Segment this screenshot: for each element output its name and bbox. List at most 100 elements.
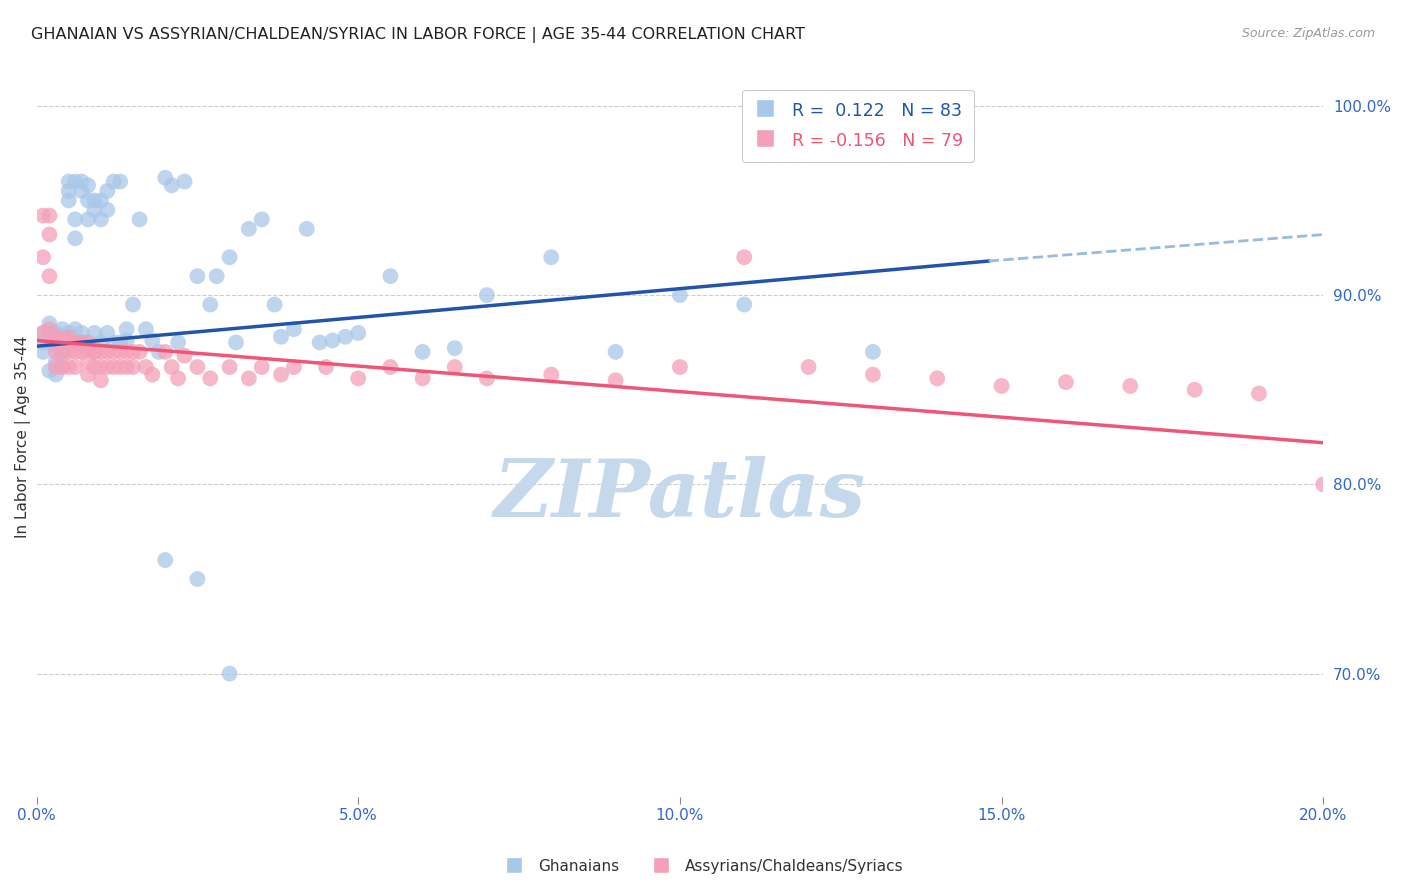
Point [335,330,357,344]
Point [128,212,150,227]
Point [238,222,260,236]
Point [540,250,562,264]
Point [669,359,692,374]
Point [45,339,67,353]
Point [90,344,112,359]
Point [167,371,190,385]
Point [1247,386,1270,401]
Point [70,175,93,189]
Point [283,322,305,336]
Point [32,335,55,350]
Point [173,175,195,189]
Point [122,297,145,311]
Point [58,344,80,359]
Point [295,222,318,236]
Point [475,288,498,302]
Point [103,359,125,374]
Point [45,354,67,368]
Point [862,344,884,359]
Point [77,354,100,368]
Point [218,666,240,681]
Point [45,359,67,374]
Point [63,231,86,245]
Point [225,335,247,350]
Point [200,371,222,385]
Point [167,335,190,350]
Point [38,335,60,350]
Point [380,359,402,374]
Point [135,322,157,336]
Point [115,359,138,374]
Point [90,194,112,208]
Point [90,212,112,227]
Point [63,359,86,374]
Point [108,175,131,189]
Point [443,341,465,355]
Point [308,335,330,350]
Point [77,212,100,227]
Point [77,194,100,208]
Point [122,359,145,374]
Point [51,334,73,348]
Point [173,349,195,363]
Point [218,250,240,264]
Point [58,184,80,198]
Point [90,335,112,350]
Point [733,250,755,264]
Point [45,326,67,340]
Point [63,322,86,336]
Point [32,344,55,359]
Point [51,344,73,359]
Point [63,335,86,350]
Point [115,322,138,336]
Point [108,335,131,350]
Point [83,194,105,208]
Point [238,371,260,385]
Legend: R =  0.122   N = 83, R = -0.156   N = 79: R = 0.122 N = 83, R = -0.156 N = 79 [742,90,973,161]
Point [58,335,80,350]
Point [63,212,86,227]
Point [103,344,125,359]
Point [155,553,177,567]
Point [58,194,80,208]
Point [45,344,67,359]
Point [90,359,112,374]
Point [270,368,292,382]
Point [1184,383,1206,397]
Point [733,297,755,311]
Point [32,326,55,340]
Point [70,335,93,350]
Point [1054,375,1077,389]
Point [122,344,145,359]
Point [63,344,86,359]
Point [51,359,73,374]
Point [96,184,118,198]
Point [669,288,692,302]
Point [1119,379,1142,393]
Point [96,202,118,217]
Point [218,359,240,374]
Point [263,297,285,311]
Point [96,344,118,359]
Text: GHANAIAN VS ASSYRIAN/CHALDEAN/SYRIAC IN LABOR FORCE | AGE 35-44 CORRELATION CHAR: GHANAIAN VS ASSYRIAN/CHALDEAN/SYRIAC IN … [31,27,804,43]
Point [96,326,118,340]
Point [83,359,105,374]
Point [862,368,884,382]
Point [797,359,820,374]
Point [990,379,1012,393]
Point [77,178,100,193]
Point [45,330,67,344]
Point [77,368,100,382]
Point [70,337,93,351]
Point [321,334,343,348]
Point [205,269,228,284]
Point [108,359,131,374]
Point [103,175,125,189]
Point [115,344,138,359]
Text: Source: ZipAtlas.com: Source: ZipAtlas.com [1241,27,1375,40]
Point [155,170,177,185]
Point [51,359,73,374]
Point [83,202,105,217]
Point [96,359,118,374]
Point [927,371,949,385]
